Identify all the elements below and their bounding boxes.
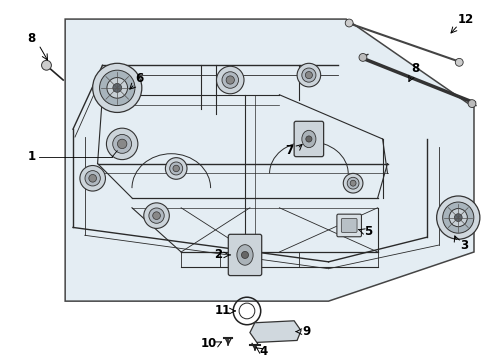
Text: 8: 8: [27, 32, 36, 45]
Circle shape: [437, 196, 480, 239]
FancyBboxPatch shape: [228, 234, 262, 276]
Circle shape: [217, 66, 244, 94]
Circle shape: [173, 165, 179, 172]
Circle shape: [297, 63, 320, 87]
Circle shape: [149, 208, 164, 223]
Polygon shape: [65, 19, 474, 301]
Text: 7: 7: [285, 144, 294, 157]
Circle shape: [93, 63, 142, 112]
Circle shape: [85, 171, 100, 186]
Circle shape: [42, 60, 51, 70]
Circle shape: [118, 139, 127, 149]
Circle shape: [468, 100, 476, 108]
Text: 2: 2: [215, 248, 222, 261]
Ellipse shape: [237, 245, 253, 265]
Ellipse shape: [302, 130, 316, 148]
Text: 10: 10: [200, 337, 217, 350]
Circle shape: [350, 180, 356, 186]
Circle shape: [166, 158, 187, 179]
FancyBboxPatch shape: [294, 121, 323, 157]
Circle shape: [305, 72, 313, 78]
Circle shape: [99, 70, 135, 105]
Circle shape: [153, 212, 160, 220]
Circle shape: [170, 162, 183, 175]
Circle shape: [89, 175, 97, 182]
Circle shape: [222, 72, 239, 88]
Circle shape: [343, 174, 363, 193]
Circle shape: [242, 251, 248, 258]
Text: 3: 3: [460, 239, 468, 252]
Text: 11: 11: [214, 305, 230, 318]
Circle shape: [449, 208, 467, 227]
Text: 8: 8: [411, 62, 419, 75]
Circle shape: [302, 68, 316, 82]
Circle shape: [226, 76, 234, 84]
Circle shape: [345, 19, 353, 27]
Text: 9: 9: [303, 325, 311, 338]
FancyBboxPatch shape: [342, 219, 357, 232]
Text: 1: 1: [27, 150, 36, 163]
Text: 5: 5: [364, 225, 372, 238]
Circle shape: [306, 136, 312, 142]
Text: 6: 6: [136, 72, 144, 85]
Circle shape: [144, 203, 170, 228]
Text: 4: 4: [260, 345, 268, 358]
Circle shape: [107, 77, 127, 98]
Circle shape: [113, 84, 122, 92]
Polygon shape: [250, 321, 301, 342]
Circle shape: [113, 134, 132, 153]
Circle shape: [442, 202, 474, 233]
Circle shape: [455, 58, 463, 66]
Text: 12: 12: [458, 13, 474, 26]
Circle shape: [347, 177, 359, 189]
Circle shape: [80, 166, 105, 191]
Circle shape: [106, 128, 138, 159]
FancyBboxPatch shape: [337, 214, 362, 237]
Circle shape: [454, 214, 462, 221]
Circle shape: [359, 54, 367, 61]
